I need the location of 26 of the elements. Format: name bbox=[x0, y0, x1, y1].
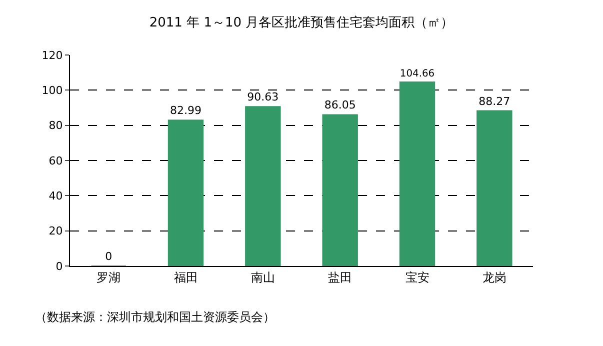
bar bbox=[168, 120, 204, 266]
x-tick-label: 龙岗 bbox=[482, 270, 506, 284]
y-tick-label: 40 bbox=[48, 190, 63, 203]
data-label: 82.99 bbox=[170, 104, 202, 118]
y-tick-label: 100 bbox=[42, 84, 63, 98]
y-tick-label: 0 bbox=[56, 260, 63, 273]
x-tick-label: 罗湖 bbox=[96, 270, 121, 284]
bar bbox=[322, 114, 358, 266]
bar bbox=[399, 81, 436, 266]
y-tick-label: 20 bbox=[48, 224, 63, 238]
bar bbox=[476, 110, 512, 266]
x-tick-label: 盐田 bbox=[328, 270, 352, 284]
x-tick-label: 福田 bbox=[174, 270, 198, 284]
data-label: 86.05 bbox=[324, 98, 356, 112]
y-tick-label: 60 bbox=[48, 154, 63, 168]
y-tick-label: 80 bbox=[48, 119, 63, 132]
data-label: 90.63 bbox=[247, 90, 279, 104]
x-tick-label: 宝安 bbox=[405, 270, 430, 284]
data-label: 88.27 bbox=[478, 94, 510, 108]
y-tick-label: 120 bbox=[42, 48, 63, 62]
text: （数据来源：深圳市规划和国土资源委员会） bbox=[35, 310, 275, 324]
x-tick-label: 南山 bbox=[250, 270, 275, 284]
data-label: 0 bbox=[105, 250, 112, 263]
chart-title: 2011 年 1～10 月各区批准预售住宅套均面积（㎡） bbox=[149, 14, 454, 30]
bar bbox=[245, 106, 281, 266]
data-label: 104.66 bbox=[400, 68, 435, 80]
